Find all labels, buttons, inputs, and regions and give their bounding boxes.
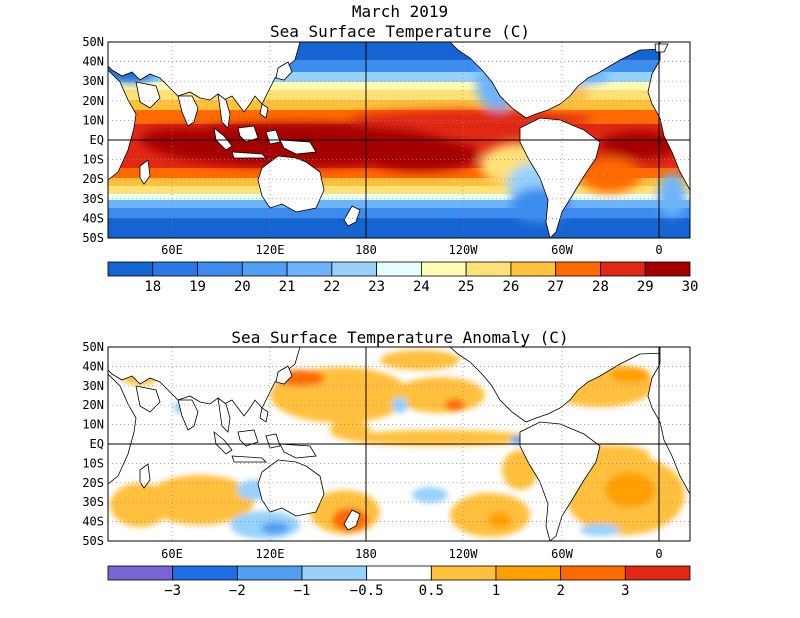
sst-colorbar-label: 24 [413,279,430,295]
sst-colorbar-label: 26 [502,279,519,295]
anomaly-colorbar: −3 −2 −1 −0.5 0.5 1 2 3 [107,565,691,599]
sst-lat-label: 10N [82,113,104,127]
anomaly-lat-label: 20S [82,476,104,490]
anomaly-lon-labels: 60E 120E 180 120W 60W 0 [161,547,662,561]
anomaly-lon-label: 0 [655,547,662,561]
anomaly-colorbar-swatch [624,565,691,581]
sst-lat-label: 30S [82,192,104,206]
anomaly-lon-label: 180 [355,547,377,561]
anomaly-lat-label: 10S [82,456,104,470]
anomaly-colorbar-swatch [560,565,626,581]
sst-colorbar-swatch [331,261,378,277]
anomaly-lon-label: 120W [449,547,479,561]
sst-colorbar-label: 21 [279,279,296,295]
sst-lat-labels: 50N 40N 30N 20N 10N EQ 10S 20S 30S 40S 50S [82,35,104,245]
anomaly-lat-label: 40N [82,359,104,373]
anomaly-colorbar-label: −0.5 [350,583,384,599]
anomaly-colorbar-swatch [366,565,432,581]
anomaly-lon-label: 120E [256,547,285,561]
sst-colorbar-swatch [241,261,288,277]
sst-land [108,42,690,238]
anomaly-colorbar-label: −3 [164,583,181,599]
sst-colorbar-swatch [376,261,422,277]
sst-colorbar-label: 23 [368,279,385,295]
anomaly-lat-label: 20N [82,398,104,412]
sst-lat-label: EQ [90,133,104,147]
anomaly-lat-label: 30S [82,495,104,509]
sst-colorbar-label: 20 [234,279,251,295]
sst-colorbar-label: 27 [547,279,564,295]
anomaly-colorbar-label: −2 [229,583,246,599]
anomaly-colorbar-label: 0.5 [419,583,444,599]
sst-gridlines [108,42,690,238]
anomaly-lat-labels: 50N 40N 30N 20N 10N EQ 10S 20S 30S 40S 50S [82,340,104,548]
anomaly-colorbar-swatch [495,565,562,581]
sst-colorbar-swatch [197,261,243,277]
anomaly-lon-label: 60W [551,547,573,561]
figure-title-month: March 2019 [351,2,449,21]
sst-colorbar-swatch [420,261,467,277]
sst-lon-label: 60W [551,243,573,257]
anomaly-colorbar-swatch [301,565,368,581]
anomaly-lat-label: 10N [82,418,104,432]
anomaly-colorbar-swatch [172,565,238,581]
sst-lat-label: 50S [82,231,104,245]
sst-lon-labels: 60E 120E 180 120W 60W 0 [161,243,662,257]
anomaly-colorbar-label: 2 [556,583,564,599]
sst-colorbar-label: 29 [637,279,654,295]
sst-lat-label: 10S [82,153,104,167]
anomaly-lat-label: EQ [90,437,104,451]
sst-colorbar-label: 22 [323,279,340,295]
anomaly-colorbar-label: −1 [294,583,311,599]
sst-map-frame [107,41,691,239]
sst-colorbar-swatch [510,261,557,277]
anomaly-colorbar-swatch [236,565,303,581]
sst-lat-label: 20N [82,94,104,108]
anomaly-lon-label: 60E [161,547,183,561]
sst-lat-label: 40S [82,211,104,225]
sst-colorbar-label: 28 [592,279,609,295]
sst-lon-label: 120E [256,243,285,257]
sst-lat-label: 40N [82,55,104,69]
figure-title-sst: Sea Surface Temperature (C) [269,22,531,41]
sst-colorbar: 18 19 20 21 22 23 24 25 26 27 28 29 30 [107,261,699,295]
sst-lon-label: 60E [161,243,183,257]
sst-map: 50N 40N 30N 20N 10N EQ 10S 20S 30S 40S 50S 60E 120E… [82,35,698,295]
sst-lon-label: 120W [449,243,479,257]
anomaly-colorbar-label: 1 [492,583,500,599]
anomaly-colorbar-label: 3 [621,583,629,599]
anomaly-map: 50N 40N 30N 20N 10N EQ 10S 20S 30S 40S 50S 60E 120E… [82,340,691,599]
sst-colorbar-swatch [644,261,691,277]
sst-colorbar-swatch [465,261,512,277]
sst-lon-label: 0 [655,243,662,257]
sst-colorbar-swatch [600,261,646,277]
sst-lat-label: 20S [82,172,104,186]
anomaly-map-title: Sea Surface Temperature Anomaly (C) [231,328,568,347]
anomaly-lat-label: 30N [82,379,104,393]
sst-lat-label: 50N [82,35,104,49]
anomaly-lat-label: 50S [82,534,104,548]
sst-lat-label: 30N [82,74,104,88]
anomaly-lat-label: 50N [82,340,104,354]
sst-colorbar-swatch [286,261,333,277]
anomaly-colorbar-swatch [430,565,497,581]
anomaly-colorbar-swatch [107,565,174,581]
sst-colorbar-label: 18 [144,279,161,295]
anomaly-lat-label: 40S [82,515,104,529]
sst-colorbar-label: 19 [189,279,206,295]
anomaly-map-frame [107,346,691,542]
sst-colorbar-label: 25 [458,279,475,295]
sst-colorbar-swatch [555,261,601,277]
sst-colorbar-swatch [152,261,198,277]
sst-field [108,42,690,238]
sst-colorbar-swatch [107,261,154,277]
sst-lon-label: 180 [355,243,377,257]
anomaly-land [108,347,690,541]
sst-colorbar-label: 30 [682,279,699,295]
